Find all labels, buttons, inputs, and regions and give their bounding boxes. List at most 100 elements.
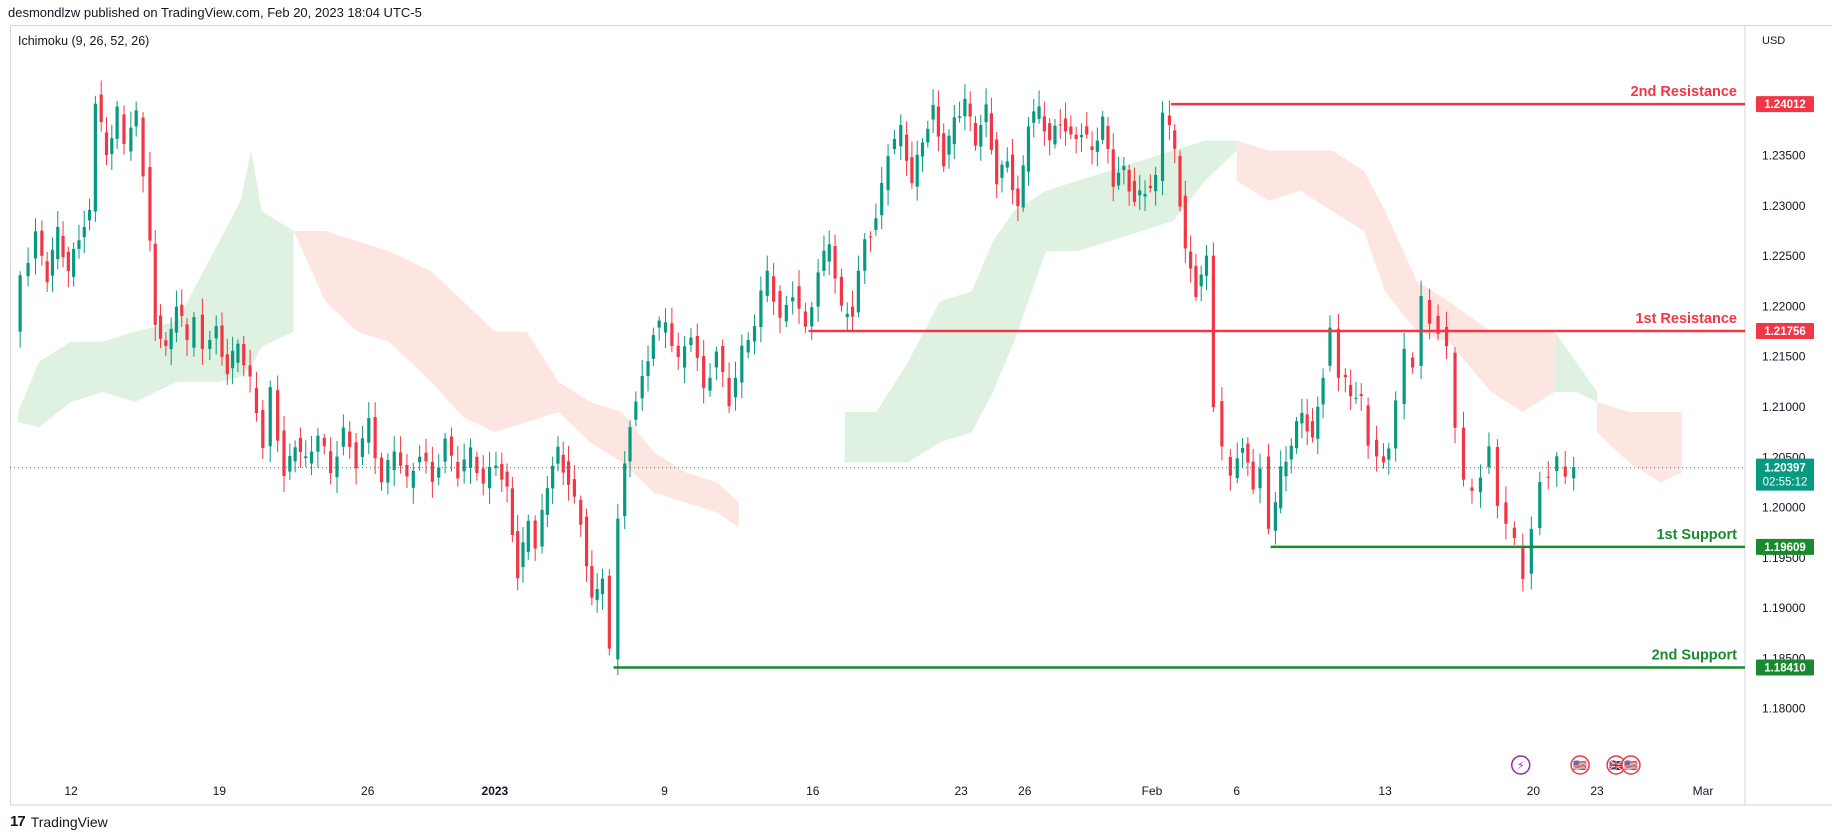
candle-body bbox=[398, 452, 403, 466]
candle-body bbox=[1305, 414, 1309, 432]
candle-body bbox=[367, 418, 371, 443]
candle-body bbox=[456, 462, 460, 479]
bar-countdown-label: 02:55:12 bbox=[1763, 477, 1808, 489]
candle-body bbox=[1016, 188, 1020, 207]
current-price-badge bbox=[1756, 458, 1814, 491]
candles bbox=[18, 80, 1576, 675]
candle-body bbox=[995, 139, 999, 185]
candle-body bbox=[1555, 456, 1559, 472]
candle-body bbox=[1394, 400, 1398, 449]
candle-body bbox=[1167, 115, 1172, 125]
candle-body bbox=[1143, 194, 1147, 197]
candle-body bbox=[72, 248, 76, 277]
candle-body bbox=[1042, 116, 1046, 132]
candle-body bbox=[174, 306, 179, 333]
candle-body bbox=[26, 263, 30, 277]
candle-body bbox=[1000, 164, 1004, 178]
candle-body bbox=[765, 270, 769, 296]
candle-body bbox=[115, 106, 119, 139]
candle-body bbox=[1321, 377, 1325, 405]
level-value-badge bbox=[1756, 538, 1814, 555]
candle-body bbox=[1090, 146, 1094, 151]
cloud-segment-bear-3 bbox=[1236, 140, 1555, 413]
candle-body bbox=[1148, 185, 1152, 188]
candle-body bbox=[443, 438, 447, 462]
candle-body bbox=[141, 117, 145, 177]
event-markers: ⚡ 🇺🇸 🇬🇧 🇺🇸 bbox=[1510, 755, 1641, 775]
candle-body bbox=[721, 346, 725, 373]
time-tick-label: 13 bbox=[1378, 784, 1392, 798]
candle-body bbox=[1470, 487, 1474, 491]
candle-body bbox=[45, 261, 49, 283]
price-tick-label: 1.21500 bbox=[1762, 350, 1806, 364]
candle-body bbox=[1058, 124, 1062, 126]
candle-body bbox=[1101, 116, 1105, 140]
candle-body bbox=[1336, 328, 1341, 378]
candle-body bbox=[481, 468, 485, 484]
candle-body bbox=[651, 335, 655, 359]
time-tick-label: 12 bbox=[64, 784, 78, 798]
candle-body bbox=[104, 132, 109, 156]
candle-body bbox=[110, 138, 114, 154]
candle-body bbox=[1284, 461, 1288, 477]
candle-body bbox=[1228, 456, 1232, 476]
candle-body bbox=[93, 103, 97, 212]
candle-body bbox=[33, 231, 38, 259]
candle-body bbox=[392, 451, 396, 471]
tradingview-logo[interactable]: 17 TradingView bbox=[10, 813, 108, 830]
price-tick-label: 1.21000 bbox=[1762, 400, 1806, 414]
cloud-segment-bear-1 bbox=[293, 231, 739, 528]
indicator-label[interactable]: Ichimoku (9, 26, 52, 26) bbox=[18, 34, 150, 48]
candle-body bbox=[521, 542, 525, 568]
candle-body bbox=[1300, 412, 1304, 424]
candle-body bbox=[309, 451, 314, 464]
time-tick-label: 20 bbox=[1527, 784, 1541, 798]
gb-flag-icon: 🇬🇧 bbox=[1609, 759, 1623, 772]
time-tick-label: 26 bbox=[361, 784, 375, 798]
candle-body bbox=[185, 324, 189, 340]
candle-body bbox=[533, 520, 537, 549]
candle-body bbox=[516, 531, 520, 579]
candle-body bbox=[689, 337, 693, 346]
candle-body bbox=[430, 461, 434, 482]
candle-body bbox=[1366, 405, 1370, 446]
candle-body bbox=[169, 328, 173, 350]
candle-body bbox=[1349, 384, 1353, 397]
candle-body bbox=[1194, 265, 1198, 298]
candle-body bbox=[276, 390, 280, 441]
candle-body bbox=[714, 351, 718, 368]
candle-body bbox=[87, 209, 92, 221]
candle-body bbox=[248, 365, 252, 377]
candle-body bbox=[979, 125, 983, 147]
candle-body bbox=[850, 306, 855, 317]
us-flag-2-icon: 🇺🇸 bbox=[1624, 759, 1638, 772]
candle-body bbox=[634, 401, 638, 420]
candle-body bbox=[322, 437, 326, 447]
price-tick-label: 1.22000 bbox=[1762, 299, 1806, 313]
candle-body bbox=[936, 106, 940, 137]
candle-body bbox=[316, 435, 320, 452]
candle-body bbox=[82, 226, 86, 238]
candle-body bbox=[354, 442, 358, 469]
time-tick-label: 16 bbox=[806, 784, 820, 798]
time-tick-label: 9 bbox=[661, 784, 668, 798]
candle-body bbox=[1354, 397, 1358, 399]
candle-body bbox=[164, 340, 168, 346]
candle-body bbox=[288, 455, 292, 472]
candle-body bbox=[1127, 169, 1131, 192]
candle-body bbox=[437, 467, 441, 478]
time-tick-label: 6 bbox=[1233, 784, 1240, 798]
time-tick-label: 26 bbox=[1018, 784, 1032, 798]
candle-body bbox=[1266, 456, 1271, 529]
level-name: 2nd Support bbox=[1652, 647, 1738, 663]
candle-body bbox=[1095, 140, 1099, 152]
candle-body bbox=[905, 134, 909, 161]
candle-body bbox=[475, 456, 479, 474]
candle-body bbox=[1053, 125, 1057, 145]
level-value-label: 1.24012 bbox=[1764, 99, 1806, 111]
candle-body bbox=[899, 124, 903, 147]
candle-body bbox=[1402, 348, 1406, 404]
candle-body bbox=[595, 589, 599, 601]
candle-body bbox=[1572, 467, 1576, 479]
